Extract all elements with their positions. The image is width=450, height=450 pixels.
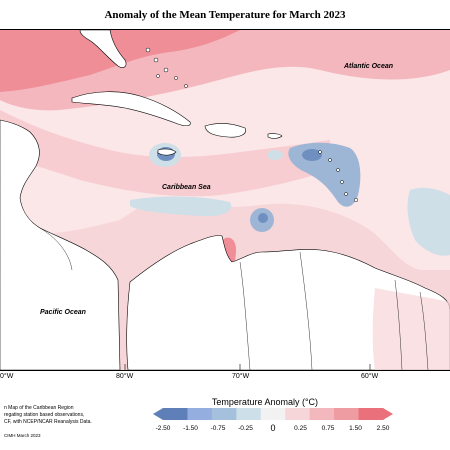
colorbar-segment [260, 408, 286, 420]
colorbar-arrow-left [153, 408, 163, 420]
land-florida [79, 30, 127, 68]
colorbar-tick-label: 0 [270, 423, 276, 433]
tick-80w: 80°W [116, 373, 134, 380]
label-atlantic-ocean: Atlantic Ocean [344, 63, 394, 70]
cool-band-caribbean [130, 196, 232, 217]
note-line-3: CF, with NCEP/NCAR Reanalysis Data. [4, 419, 92, 425]
colorbar-segment [211, 408, 237, 420]
map-title: Anomaly of the Mean Temperature for Marc… [104, 9, 346, 21]
colorbar-segment [285, 408, 311, 420]
colorbar-segment [236, 408, 262, 420]
legend-title: Temperature Anomaly (°C) [211, 397, 319, 407]
warm-band-central [0, 110, 330, 197]
land-hispaniola [204, 123, 246, 138]
land-lesser-antilles [318, 150, 359, 203]
colorbar-tick-label: -0.25 [238, 425, 253, 432]
colorbar-tick-label: 0.75 [321, 425, 335, 432]
colorbar-segment [187, 408, 213, 420]
map-panel: Atlantic Ocean Caribbean Sea Pacific Oce… [0, 29, 450, 371]
colorbar-tick-label: -0.75 [210, 425, 226, 432]
graticule-ticks [124, 364, 371, 370]
colorbar-segment [163, 408, 188, 420]
colorbar-tick-label: -2.50 [155, 425, 171, 432]
map-canvas [0, 30, 450, 370]
land-jamaica [157, 148, 177, 156]
colorbar [153, 408, 393, 420]
colorbar-segment [334, 408, 360, 420]
colorbar-tick-label: 1.50 [349, 425, 362, 432]
land-puerto-rico [267, 133, 283, 139]
cool-patch-prico [267, 150, 283, 160]
label-pacific-ocean: Pacific Ocean [40, 309, 86, 316]
country-borders [39, 227, 429, 370]
colorbar-tick-label: 0.25 [294, 425, 307, 432]
label-caribbean-sea: Caribbean Sea [162, 184, 211, 191]
note-line-1: n Map of the Caribbean Region [4, 405, 74, 411]
colorbar-tick-label: 2.50 [376, 425, 390, 432]
warm-overlay-guianas [372, 288, 450, 370]
colorbar-arrow-right [383, 408, 393, 420]
tick-left-cut: 0°W [0, 373, 14, 380]
credit-text: CIMH March 2023 [4, 433, 41, 438]
colorbar-tick-label: -1.50 [183, 425, 198, 432]
land-cuba [71, 91, 191, 127]
colorbar-segment [358, 408, 384, 420]
tick-60w: 60°W [361, 373, 379, 380]
colorbar-segment [309, 408, 335, 420]
cool-patch-east [407, 187, 450, 256]
tick-70w: 70°W [232, 373, 250, 380]
land-bahamas [145, 47, 188, 88]
cool-core-abc [258, 213, 268, 223]
note-line-2: regating station based observations, [4, 412, 85, 418]
cool-core-antilles [302, 149, 322, 161]
